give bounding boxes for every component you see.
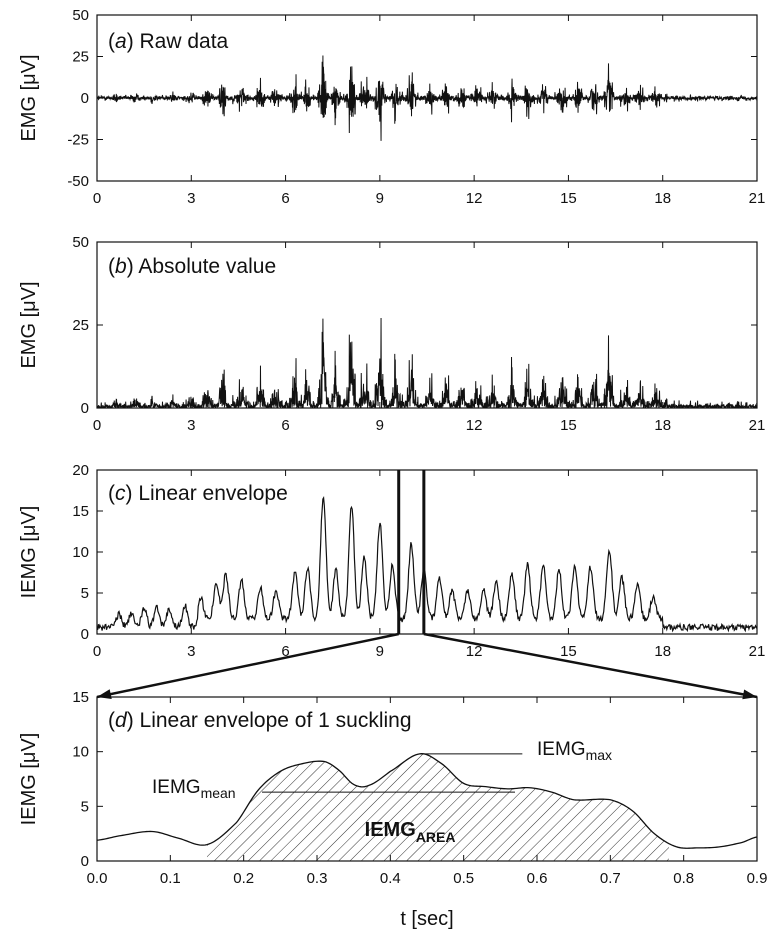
iemg-area-base: IEMG (365, 819, 416, 841)
x-tick-label: 3 (187, 190, 195, 207)
panel-d-ticks: 0.0 0.1 0.2 0.3 0.4 0.5 0.6 0.7 0.8 0.9 0 5 10 15 (72, 689, 767, 887)
panel-c-title: Linear envelope (138, 482, 287, 505)
panel-d-label: (d) Linear envelope of 1 suckling (108, 709, 412, 732)
y-tick-label: 0 (81, 90, 89, 107)
x-tick-label: 3 (187, 417, 195, 434)
panel-a-ylabel: EMG [μV] (18, 54, 40, 141)
x-tick-label: 0.5 (453, 870, 474, 887)
panel-c-letter: c (115, 482, 126, 505)
x-tick-label: 0.7 (600, 870, 621, 887)
x-tick-label: 21 (749, 190, 766, 207)
panel-b-letter: b (115, 255, 127, 278)
panel-a: 0 3 6 9 12 15 18 21 -50 -25 0 25 50 (a) Raw data EMG… (18, 7, 765, 207)
panel-b-ticks: 0 3 6 9 12 15 18 21 0 25 50 (72, 234, 765, 434)
x-tick-label: 18 (654, 643, 671, 660)
panel-b: 0 3 6 9 12 15 18 21 0 25 50 (b) Absolute value EMG… (18, 234, 765, 434)
y-tick-label: 10 (72, 744, 89, 761)
x-tick-label: 0.3 (307, 870, 328, 887)
x-tick-label: 6 (281, 417, 289, 434)
abs-emg-trace (97, 317, 757, 408)
y-tick-label: 0 (81, 853, 89, 870)
iemg-area-sub: AREA (416, 829, 456, 845)
x-tick-label: 3 (187, 643, 195, 660)
x-tick-label: 15 (560, 643, 577, 660)
panel-d-ylabel: IEMG [μV] (18, 733, 40, 826)
panel-c-ylabel: IEMG [μV] (18, 506, 40, 599)
x-tick-label: 12 (466, 190, 483, 207)
x-tick-label: 15 (560, 190, 577, 207)
iemg-area-label: IEMGAREA (365, 819, 456, 845)
x-tick-label: 21 (749, 643, 766, 660)
panel-d-envelope-line (97, 753, 757, 849)
panel-b-signal (97, 317, 757, 408)
y-tick-label: 0 (81, 400, 89, 417)
panel-c-ticks: 0 3 6 9 12 15 18 21 0 5 10 15 20 (72, 462, 765, 660)
y-tick-label: 50 (72, 7, 89, 24)
panel-b-title: Absolute value (138, 255, 276, 278)
panel-a-label: (a) Raw data (108, 30, 229, 53)
x-tick-label: 6 (281, 643, 289, 660)
x-tick-label: 0 (93, 417, 101, 434)
panel-c-window-markers (397, 470, 426, 634)
x-tick-label: 6 (281, 190, 289, 207)
y-tick-label: -50 (67, 173, 89, 190)
x-tick-label: 12 (466, 417, 483, 434)
x-tick-label: 18 (654, 190, 671, 207)
x-tick-label: 15 (560, 417, 577, 434)
x-tick-label: 0.1 (160, 870, 181, 887)
panel-c: 0 3 6 9 12 15 18 21 0 5 10 15 20 (c) Linear envelope… (18, 462, 765, 660)
x-tick-label: 0 (93, 643, 101, 660)
panel-d-xlabel: t [sec] (400, 908, 453, 930)
x-tick-label: 9 (376, 417, 384, 434)
panel-b-label: (b) Absolute value (108, 255, 276, 278)
panel-a-ticks: 0 3 6 9 12 15 18 21 -50 -25 0 25 50 (67, 7, 765, 207)
panel-a-signal (97, 55, 757, 141)
iemg-mean-sub: mean (201, 785, 236, 801)
x-tick-label: 0 (93, 190, 101, 207)
panel-d: 0.0 0.1 0.2 0.3 0.4 0.5 0.6 0.7 0.8 0.9 0 5 10 15 IEM… (18, 689, 767, 930)
iemg-area-hatch (207, 753, 669, 861)
panel-d-title: Linear envelope of 1 suckling (140, 709, 412, 732)
y-tick-label: 15 (72, 503, 89, 520)
y-tick-label: 20 (72, 462, 89, 479)
x-tick-label: 18 (654, 417, 671, 434)
panel-d-letter: d (115, 709, 128, 732)
x-tick-label: 9 (376, 190, 384, 207)
x-tick-label: 0.9 (747, 870, 768, 887)
envelope-trace (97, 496, 757, 633)
zoom-arrow-right (423, 632, 758, 699)
y-tick-label: 25 (72, 49, 89, 66)
x-tick-label: 0.4 (380, 870, 401, 887)
x-tick-label: 0.6 (527, 870, 548, 887)
iemg-max-base: IEMG (537, 739, 586, 760)
panel-c-signal (97, 496, 757, 633)
y-tick-label: 50 (72, 234, 89, 251)
panel-a-title: Raw data (140, 30, 229, 53)
x-tick-label: 0.0 (87, 870, 108, 887)
x-tick-label: 9 (376, 643, 384, 660)
y-tick-label: 10 (72, 544, 89, 561)
iemg-mean-base: IEMG (152, 777, 201, 798)
y-tick-label: 15 (72, 689, 89, 706)
zoom-arrow-left (96, 632, 399, 699)
y-tick-label: 5 (81, 798, 89, 815)
panel-c-label: (c) Linear envelope (108, 482, 288, 505)
x-tick-label: 21 (749, 417, 766, 434)
x-tick-label: 0.2 (233, 870, 254, 887)
panel-d-frame (96, 696, 758, 862)
y-tick-label: 5 (81, 585, 89, 602)
y-tick-label: 25 (72, 317, 89, 334)
panel-a-letter: a (115, 30, 127, 53)
panel-b-ylabel: EMG [μV] (18, 281, 40, 368)
y-tick-label: -25 (67, 132, 89, 149)
x-tick-label: 12 (466, 643, 483, 660)
x-tick-label: 0.8 (673, 870, 694, 887)
y-tick-label: 0 (81, 626, 89, 643)
raw-emg-trace (97, 55, 757, 141)
iemg-max-sub: max (586, 747, 612, 763)
iemg-mean-label: IEMGmean (152, 777, 236, 801)
iemg-max-label: IEMGmax (537, 739, 612, 763)
